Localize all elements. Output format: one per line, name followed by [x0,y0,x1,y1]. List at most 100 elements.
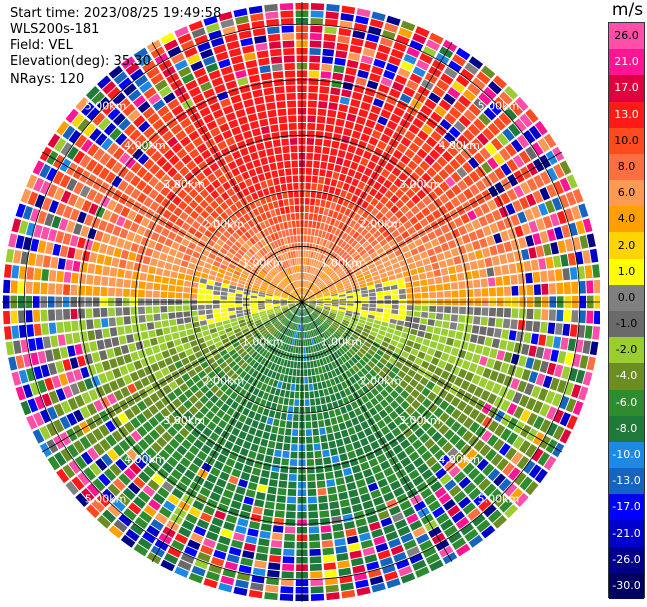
range-gate [298,280,300,288]
range-gate [393,106,405,118]
range-gate [220,403,230,413]
range-gate [48,200,60,214]
range-gate [265,299,273,302]
range-gate [291,330,295,338]
range-gate [359,283,367,288]
range-gate [70,308,78,320]
azimuth-line [151,41,303,303]
range-gate [546,228,557,242]
range-gate [444,231,454,242]
range-gate [309,300,317,302]
range-gate [416,481,429,493]
range-gate [81,391,92,405]
range-gate [288,267,292,275]
range-gate [319,86,330,94]
range-gate [180,552,195,565]
range-gate [424,154,436,166]
range-gate [53,187,65,201]
range-gate [154,181,165,192]
range-gate [462,332,471,342]
range-gate [237,316,245,321]
colorbar-tick-label: -30.0 [612,578,641,592]
range-gate [162,130,174,142]
range-gate [427,231,437,241]
range-gate [197,370,207,379]
range-gate [100,287,108,297]
range-gate [279,420,286,428]
range-gate [533,309,541,320]
range-gate [402,506,416,518]
range-gate [412,439,423,450]
range-gate [309,266,313,274]
range-gate [395,199,405,209]
range-gate [400,532,414,544]
range-gate [526,284,534,296]
range-gate [462,162,474,174]
range-gate [74,455,88,470]
range-gate [261,247,268,255]
range-gate [309,297,316,300]
range-gate [427,191,438,202]
range-gate [366,561,380,571]
range-gate [233,101,244,111]
range-gate [251,226,259,234]
range-gate [212,304,220,309]
range-gate [256,345,263,353]
range-gate [258,291,266,296]
range-gate [3,326,12,340]
range-gate [307,488,317,497]
range-gate [305,308,309,315]
range-gate [539,187,551,201]
range-gate [254,499,265,508]
range-gate [367,160,377,170]
range-gate [435,284,444,291]
range-gate [101,276,109,286]
range-gate [412,280,421,287]
range-gate [153,313,161,321]
range-gate [444,479,457,492]
range-gate [505,203,516,216]
range-gate [523,332,532,344]
range-gate [413,457,425,468]
range-gate [296,273,299,280]
range-gate [279,342,285,350]
range-gate [394,330,402,337]
range-gate [247,482,258,491]
range-gate [287,488,297,497]
range-gate [436,79,450,92]
range-gate [55,388,67,402]
range-gate [290,444,298,452]
range-gate [237,77,249,86]
range-gate [324,464,333,473]
range-gate [249,237,257,245]
range-gate [270,363,276,371]
range-gate [473,206,484,218]
range-gate [385,200,394,210]
range-gate [315,269,320,276]
range-gate [256,406,265,415]
range-gate [369,267,378,274]
range-gate [18,324,27,338]
range-gate [315,293,323,297]
range-gate [247,410,256,419]
range-gate [489,370,499,382]
range-gate [287,285,293,292]
range-gate [399,500,412,511]
range-gate [379,238,388,247]
range-gate [288,275,293,283]
range-gate [142,256,151,265]
range-gate [142,106,156,119]
range-gate [266,262,273,270]
range-gate [345,287,353,292]
range-gate [238,181,247,190]
range-gate [106,142,119,156]
range-gate [73,181,84,195]
range-gate [257,111,268,120]
range-gate [307,293,314,298]
range-gate [154,193,165,204]
range-gate [124,435,137,447]
range-gate [181,238,190,247]
range-gate [309,63,320,71]
range-gate [343,243,350,251]
range-gate [322,184,330,193]
